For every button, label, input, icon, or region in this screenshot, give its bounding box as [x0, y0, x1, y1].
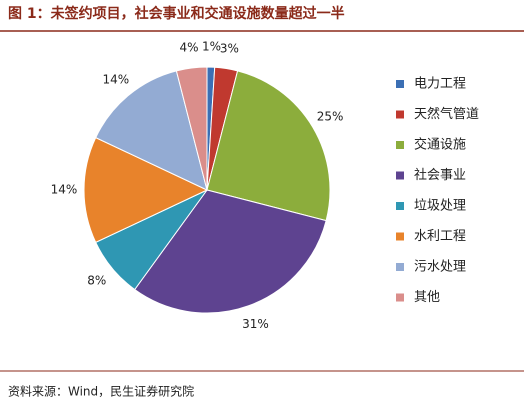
pie-slice — [134, 189, 327, 314]
legend-label: 电力工程 — [414, 77, 466, 92]
pie-slice — [95, 70, 208, 191]
legend-label: 垃圾处理 — [414, 199, 466, 214]
pie-slice — [206, 70, 331, 222]
legend-swatch — [396, 202, 404, 210]
legend-label: 社会事业 — [414, 167, 466, 183]
pie-slice — [175, 66, 208, 191]
data-label: 14% — [51, 183, 78, 197]
data-label: 8% — [87, 274, 106, 288]
legend-swatch — [396, 171, 404, 180]
source: 资料来源：Wind，民生证券研究院 — [8, 384, 194, 399]
legend-label: 其他 — [414, 290, 440, 305]
legend-label: 水利工程 — [414, 229, 466, 244]
legend-label: 天然气管道 — [414, 106, 479, 122]
pie-slice — [83, 136, 209, 244]
legend-label: 污水处理 — [414, 260, 466, 275]
legend-swatch — [396, 263, 404, 271]
chart-title: 图 1：未签约项目，社会事业和交通设施数量超过一半 — [8, 5, 345, 22]
legend-swatch — [396, 293, 404, 302]
data-label: 1% — [202, 40, 221, 54]
legend-swatch — [396, 232, 404, 241]
legend-label: 交通设施 — [414, 137, 466, 153]
legend-swatch — [396, 80, 404, 88]
data-label: 25% — [317, 110, 344, 124]
data-label: 31% — [242, 317, 269, 331]
data-label: 14% — [103, 72, 130, 86]
legend-swatch — [396, 141, 404, 149]
legend-swatch — [396, 110, 404, 119]
data-label: 3% — [220, 41, 239, 55]
data-label: 4% — [180, 41, 199, 55]
